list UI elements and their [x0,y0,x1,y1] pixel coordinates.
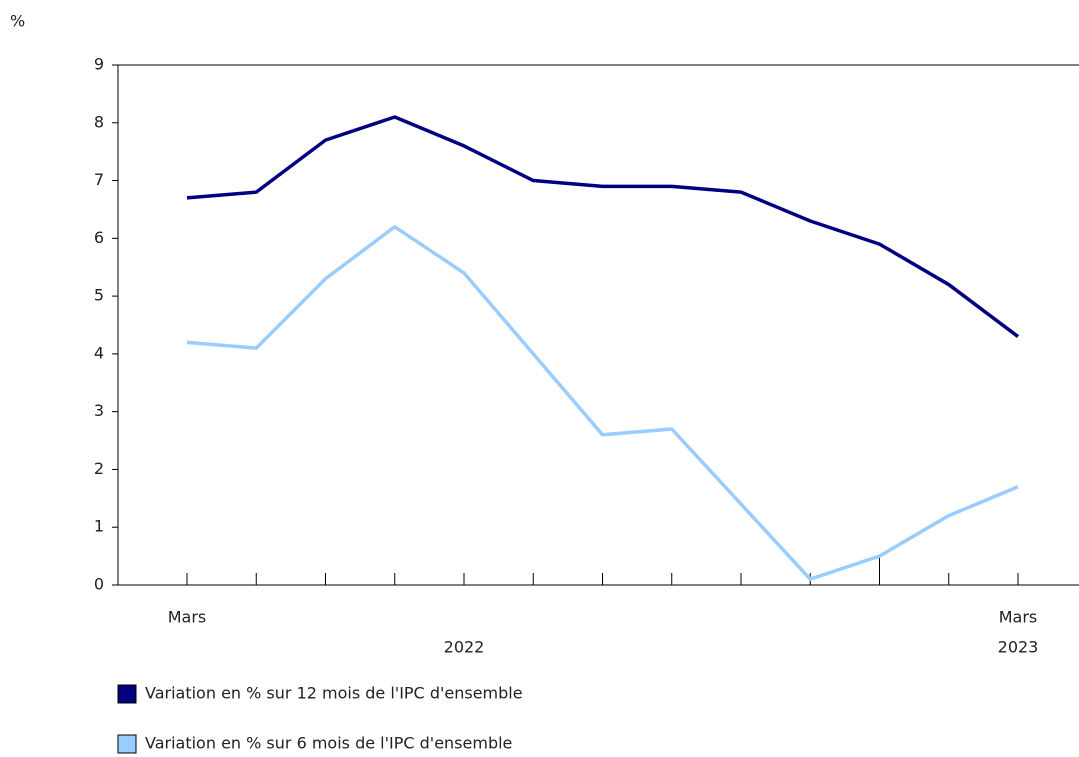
y-tick-label: 7 [94,170,104,189]
y-tick-label: 4 [94,343,104,362]
year-label: 2023 [998,638,1039,657]
x-tick-label: Mars [999,608,1038,627]
y-tick-label: 0 [94,575,104,594]
legend-label: Variation en % sur 6 mois de l'IPC d'ens… [145,734,512,753]
year-label: 2022 [444,638,485,657]
legend-swatch [117,734,137,754]
series-line [186,225,1019,581]
y-tick-label: 2 [94,459,104,478]
y-tick-label: 5 [94,286,104,305]
series-line [186,115,1020,338]
x-tick-label: Mars [168,608,207,627]
legend-label: Variation en % sur 12 mois de l'IPC d'en… [145,684,523,703]
y-tick-label: 3 [94,401,104,420]
legend-swatch [117,684,137,704]
y-tick-label: 1 [94,517,104,536]
y-axis-label: % [10,12,25,31]
y-tick-label: 6 [94,228,104,247]
y-tick-label: 8 [94,112,104,131]
y-tick-label: 9 [94,55,104,74]
